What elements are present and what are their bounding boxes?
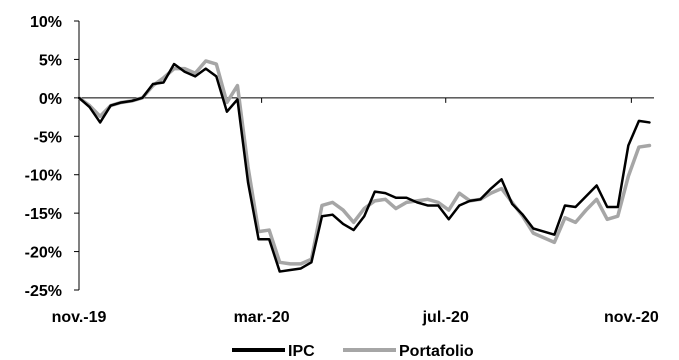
series-points-ipc — [78, 64, 650, 272]
y-tick-label: -10% — [25, 168, 62, 185]
y-tick-label: 0% — [39, 91, 62, 108]
y-tick-label: -5% — [34, 129, 62, 146]
legend-label-ipc: IPC — [288, 343, 315, 360]
legend: IPC Portafolio — [232, 343, 474, 360]
y-tick-label: -15% — [25, 206, 62, 223]
x-tick-label: nov.-20 — [604, 309, 659, 326]
series-lines — [77, 59, 652, 273]
y-tick-label: 5% — [39, 52, 62, 69]
y-axis: 10% 5% 0% -5% -10% -15% -20% -25% — [25, 14, 80, 300]
x-axis: nov.-19 mar.-20 jul.-20 nov.-20 — [52, 97, 659, 326]
y-tick-label: -25% — [25, 283, 62, 300]
series-line-ipc — [77, 62, 651, 273]
y-tick-label: 10% — [30, 14, 62, 31]
series-points-portafolio — [78, 60, 650, 264]
x-tick-label: nov.-19 — [52, 309, 107, 326]
plot-area: 10% 5% 0% -5% -10% -15% -20% -25% nov.-19 mar.-2… — [25, 14, 659, 326]
legend-label-portafolio: Portafolio — [399, 343, 474, 360]
series-line-portafolio — [77, 59, 652, 266]
x-tick-label: mar.-20 — [234, 309, 290, 326]
y-tick-label: -20% — [25, 245, 62, 262]
x-tick-label: jul.-20 — [422, 309, 469, 326]
